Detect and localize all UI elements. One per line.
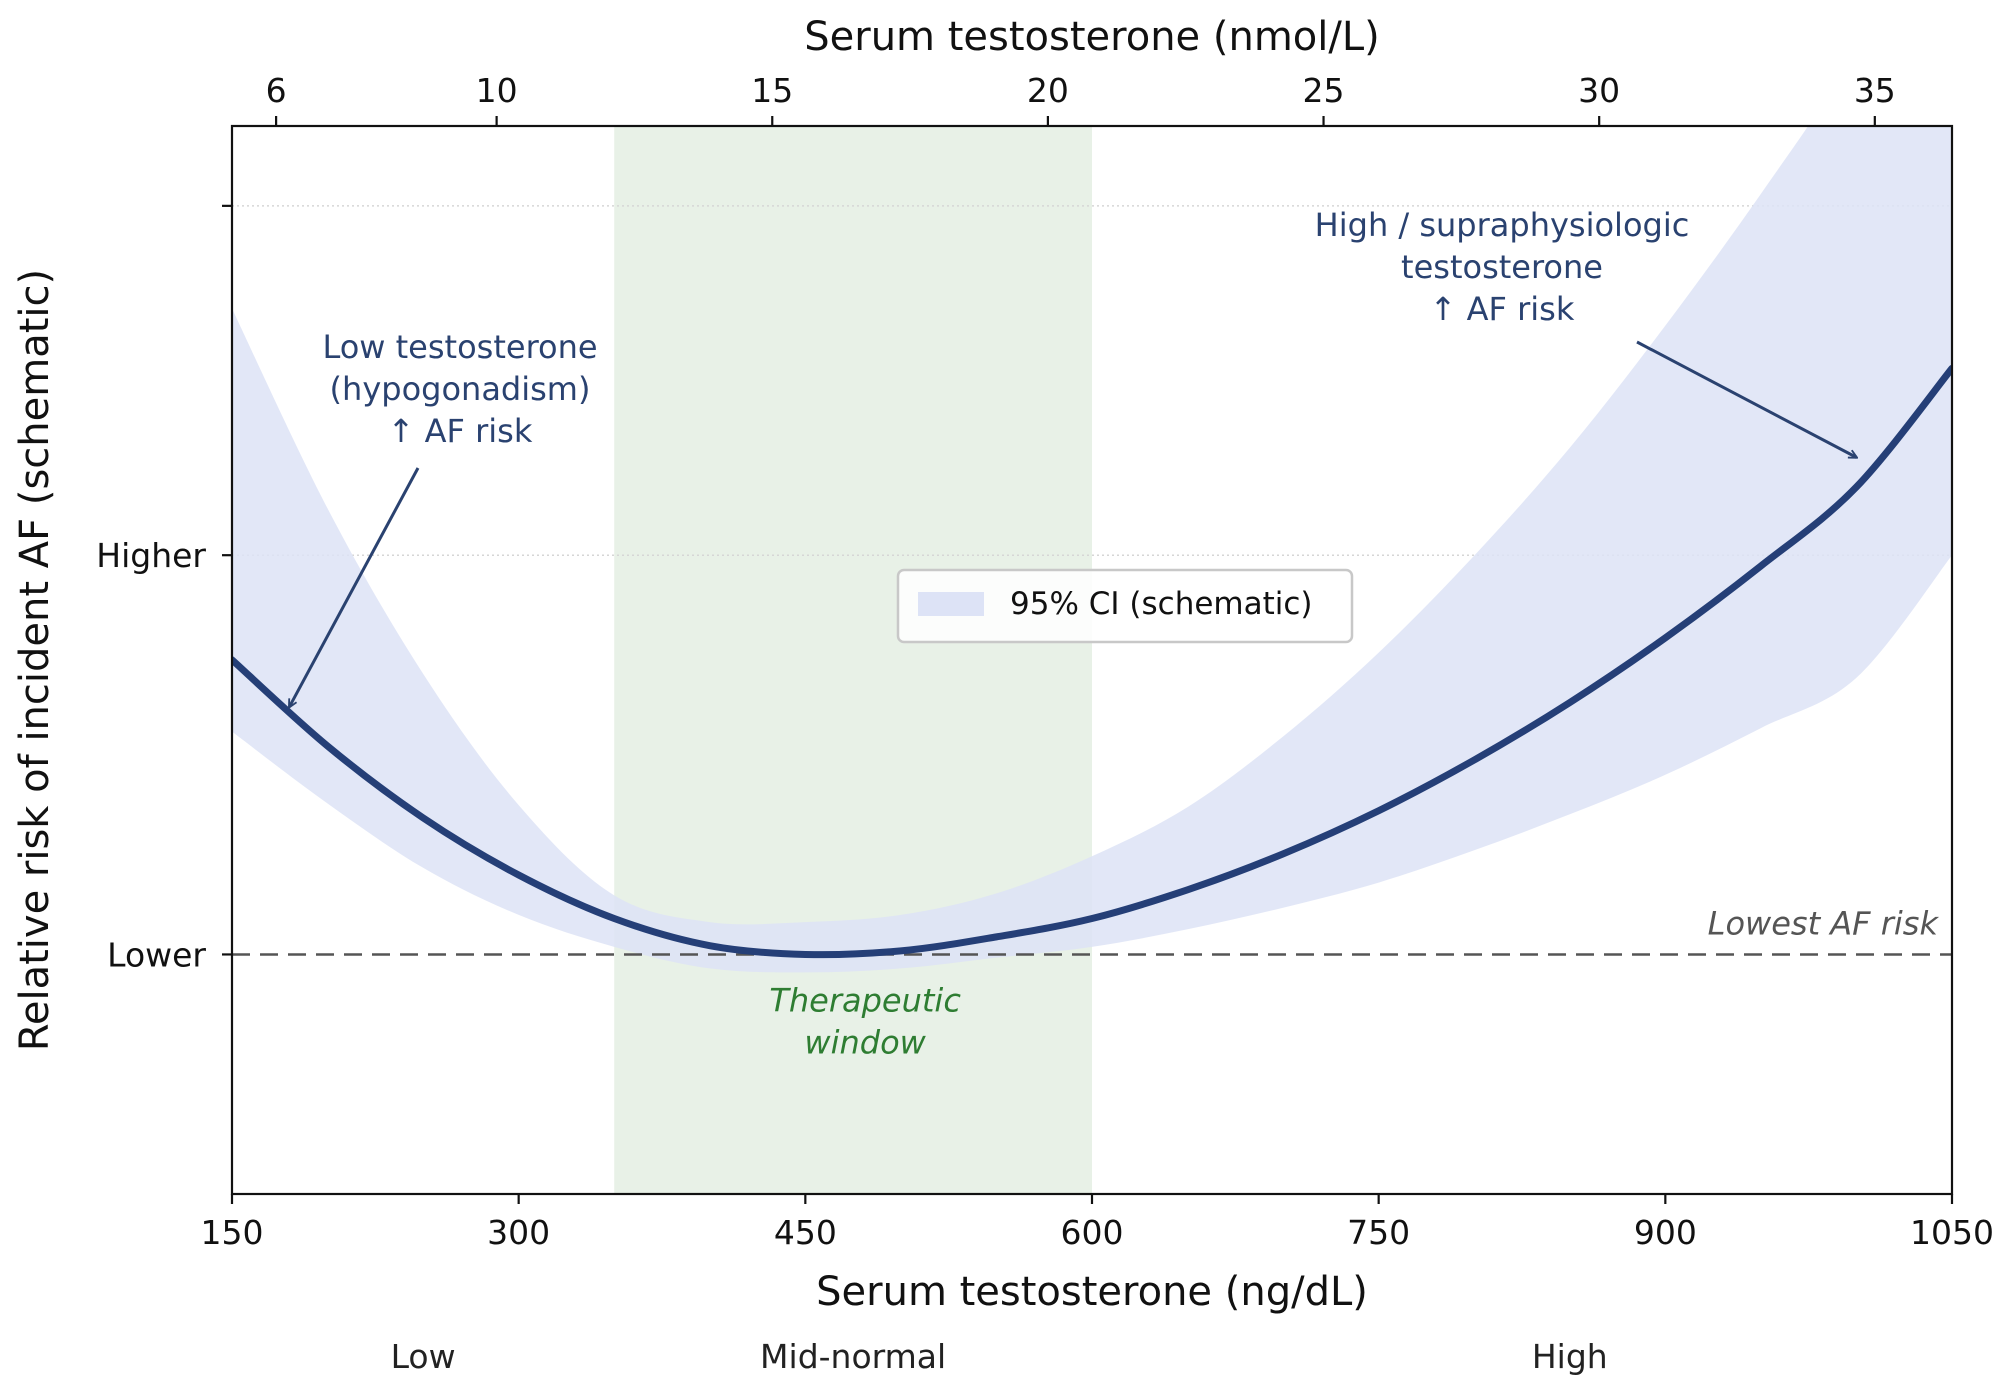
confidence-band	[232, 126, 1952, 973]
top-axis-title: Serum testosterone (nmol/L)	[804, 14, 1380, 60]
lowest-risk-label: Lowest AF risk	[1708, 904, 1940, 942]
y-axis-ticks: Lower Higher	[96, 204, 232, 974]
low-annotation-line1: Low testosterone	[322, 328, 597, 366]
therapeutic-window-band	[614, 126, 1092, 1194]
x-tick-label-6: 1050	[1910, 1213, 1994, 1252]
risk-curve-line	[232, 364, 1952, 959]
high-annotation-line1: High / supraphysiologic	[1315, 206, 1690, 244]
therapeutic-window-label: Therapeutic	[769, 981, 961, 1019]
x-tick-label-5: 900	[1634, 1213, 1697, 1252]
legend: 95% CI (schematic)	[896, 568, 1354, 644]
x-tick-label-1: 300	[487, 1213, 550, 1252]
y-axis-title: Relative risk of incident AF (schematic)	[12, 269, 58, 1051]
x-tick-label-4: 750	[1347, 1213, 1410, 1252]
category-label-1: Mid-normal	[760, 1337, 946, 1376]
gridlines	[232, 205, 1952, 556]
y-tick-label-1: Higher	[96, 536, 206, 575]
x-tick-label-0: 150	[201, 1213, 264, 1252]
high-annotation-line2: testosterone	[1401, 248, 1603, 286]
x-axis-ticks: 150 300 450 600 750 900 1050	[201, 1194, 1994, 1252]
top-tick-label-6: 35	[1854, 71, 1896, 110]
high-annotation-arrow	[1636, 340, 1856, 457]
category-labels: Low Mid-normal High	[391, 1337, 1608, 1376]
top-axis-ticks: 6 10 15 20 25 30 35	[266, 71, 1896, 126]
legend-label: 95% CI (schematic)	[1010, 586, 1313, 622]
x-tick-label-3: 600	[1061, 1213, 1124, 1252]
top-tick-label-5: 30	[1578, 71, 1620, 110]
x-tick-label-2: 450	[774, 1213, 837, 1252]
y-tick-label-0: Lower	[107, 935, 206, 974]
legend-box	[896, 568, 1354, 644]
low-annotation-line3: ↑ AF risk	[388, 412, 533, 450]
x-axis-title: Serum testosterone (ng/dL)	[816, 1269, 1368, 1315]
top-tick-label-1: 10	[476, 71, 518, 110]
low-annotation-line2: (hypogonadism)	[330, 370, 591, 408]
therapeutic-window-label-line2: window	[804, 1023, 926, 1061]
top-tick-label-4: 25	[1303, 71, 1345, 110]
high-annotation-line3: ↑ AF risk	[1430, 290, 1575, 328]
top-tick-label-0: 6	[266, 71, 287, 110]
low-annotation-arrow	[289, 467, 420, 707]
top-tick-label-3: 20	[1027, 71, 1069, 110]
legend-swatch	[918, 592, 984, 616]
category-label-2: High	[1532, 1337, 1608, 1376]
top-tick-label-2: 15	[751, 71, 793, 110]
category-label-0: Low	[391, 1337, 456, 1376]
